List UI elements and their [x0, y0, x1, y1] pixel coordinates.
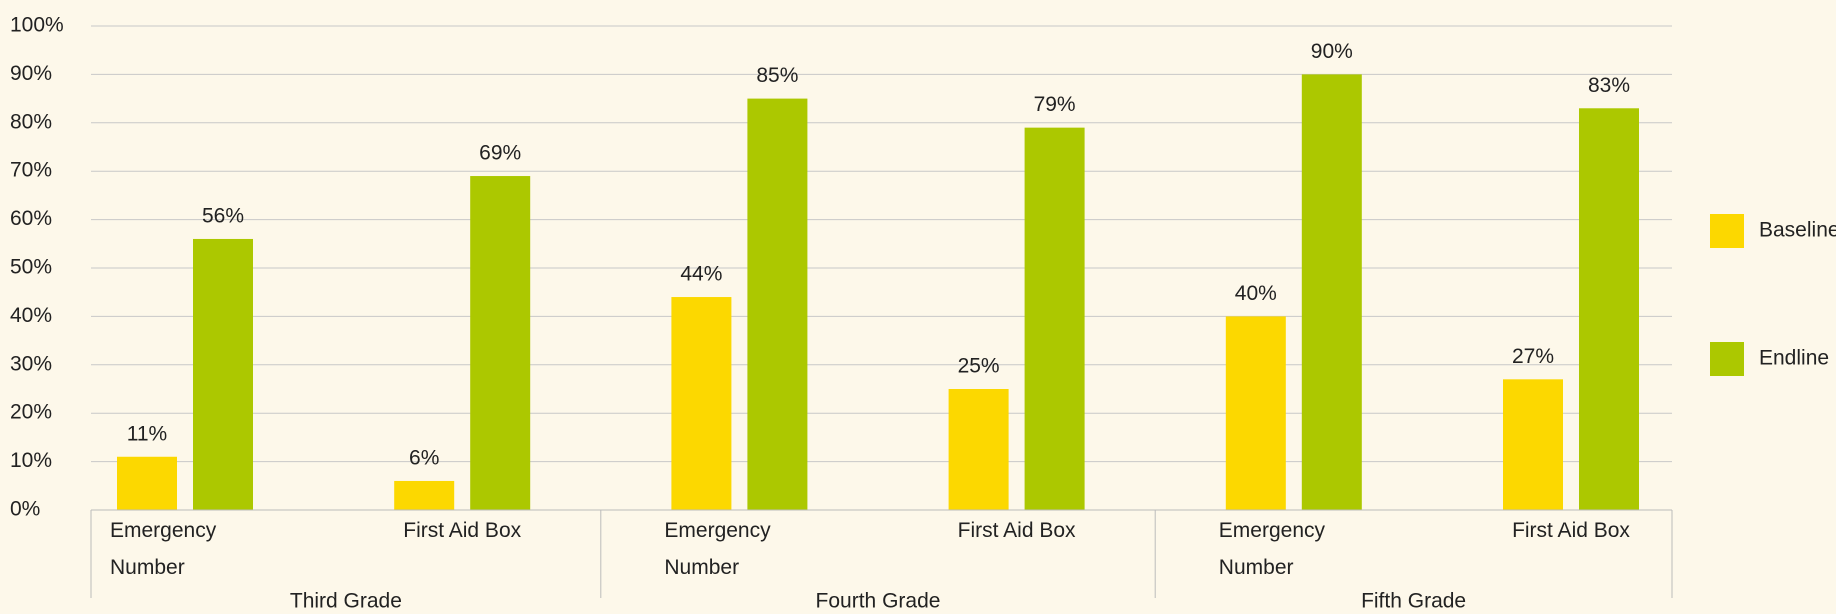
y-tick-label: 20% — [10, 401, 52, 424]
y-tick-label: 60% — [10, 207, 52, 230]
y-tick-label: 30% — [10, 352, 52, 375]
bar — [948, 389, 1009, 510]
data-label: 25% — [958, 355, 1000, 378]
y-tick-label: 90% — [10, 62, 52, 85]
bar — [394, 480, 455, 510]
y-tick-label: 0% — [10, 498, 40, 521]
group-label: Third Grade — [290, 590, 402, 613]
bar — [1024, 127, 1085, 510]
data-label: 90% — [1311, 40, 1353, 63]
y-tick-label: 50% — [10, 256, 52, 279]
y-tick-label: 70% — [10, 159, 52, 182]
data-label: 85% — [756, 64, 798, 87]
bar — [117, 456, 177, 510]
data-label: 56% — [202, 205, 244, 228]
data-label: 6% — [409, 447, 439, 470]
data-label: 11% — [127, 422, 167, 445]
data-label: 44% — [680, 263, 722, 286]
x-tick-label: First Aid Box — [403, 519, 522, 542]
data-label: 79% — [1034, 93, 1076, 116]
y-tick-label: 100% — [10, 14, 64, 37]
data-label: 69% — [479, 142, 521, 165]
y-tick-label: 80% — [10, 110, 52, 133]
group-label: Fifth Grade — [1361, 590, 1466, 613]
legend-swatch — [1710, 214, 1744, 248]
data-label: 27% — [1512, 345, 1554, 368]
x-tick-label: Emergency Number — [110, 519, 217, 579]
bar — [671, 297, 732, 510]
bar — [1225, 316, 1286, 510]
x-tick-label: Emergency Number — [664, 519, 771, 579]
legend-swatch — [1710, 342, 1744, 376]
data-label: 83% — [1588, 74, 1630, 97]
x-tick-label: First Aid Box — [1512, 519, 1630, 542]
y-tick-label: 40% — [10, 304, 52, 327]
x-tick-label: Emergency Number — [1218, 519, 1326, 579]
legend-label: Baseline — [1759, 219, 1836, 242]
data-label: 40% — [1235, 282, 1277, 305]
group-label: Fourth Grade — [816, 590, 941, 613]
bar — [470, 176, 531, 511]
x-tick-label: First Aid Box — [957, 519, 1076, 542]
bar — [1503, 379, 1563, 510]
bar — [1579, 108, 1639, 510]
bar — [747, 98, 808, 510]
legend-label: Endline — [1759, 347, 1829, 370]
bar — [1301, 74, 1362, 511]
y-tick-label: 10% — [10, 449, 52, 472]
bar — [193, 238, 253, 510]
